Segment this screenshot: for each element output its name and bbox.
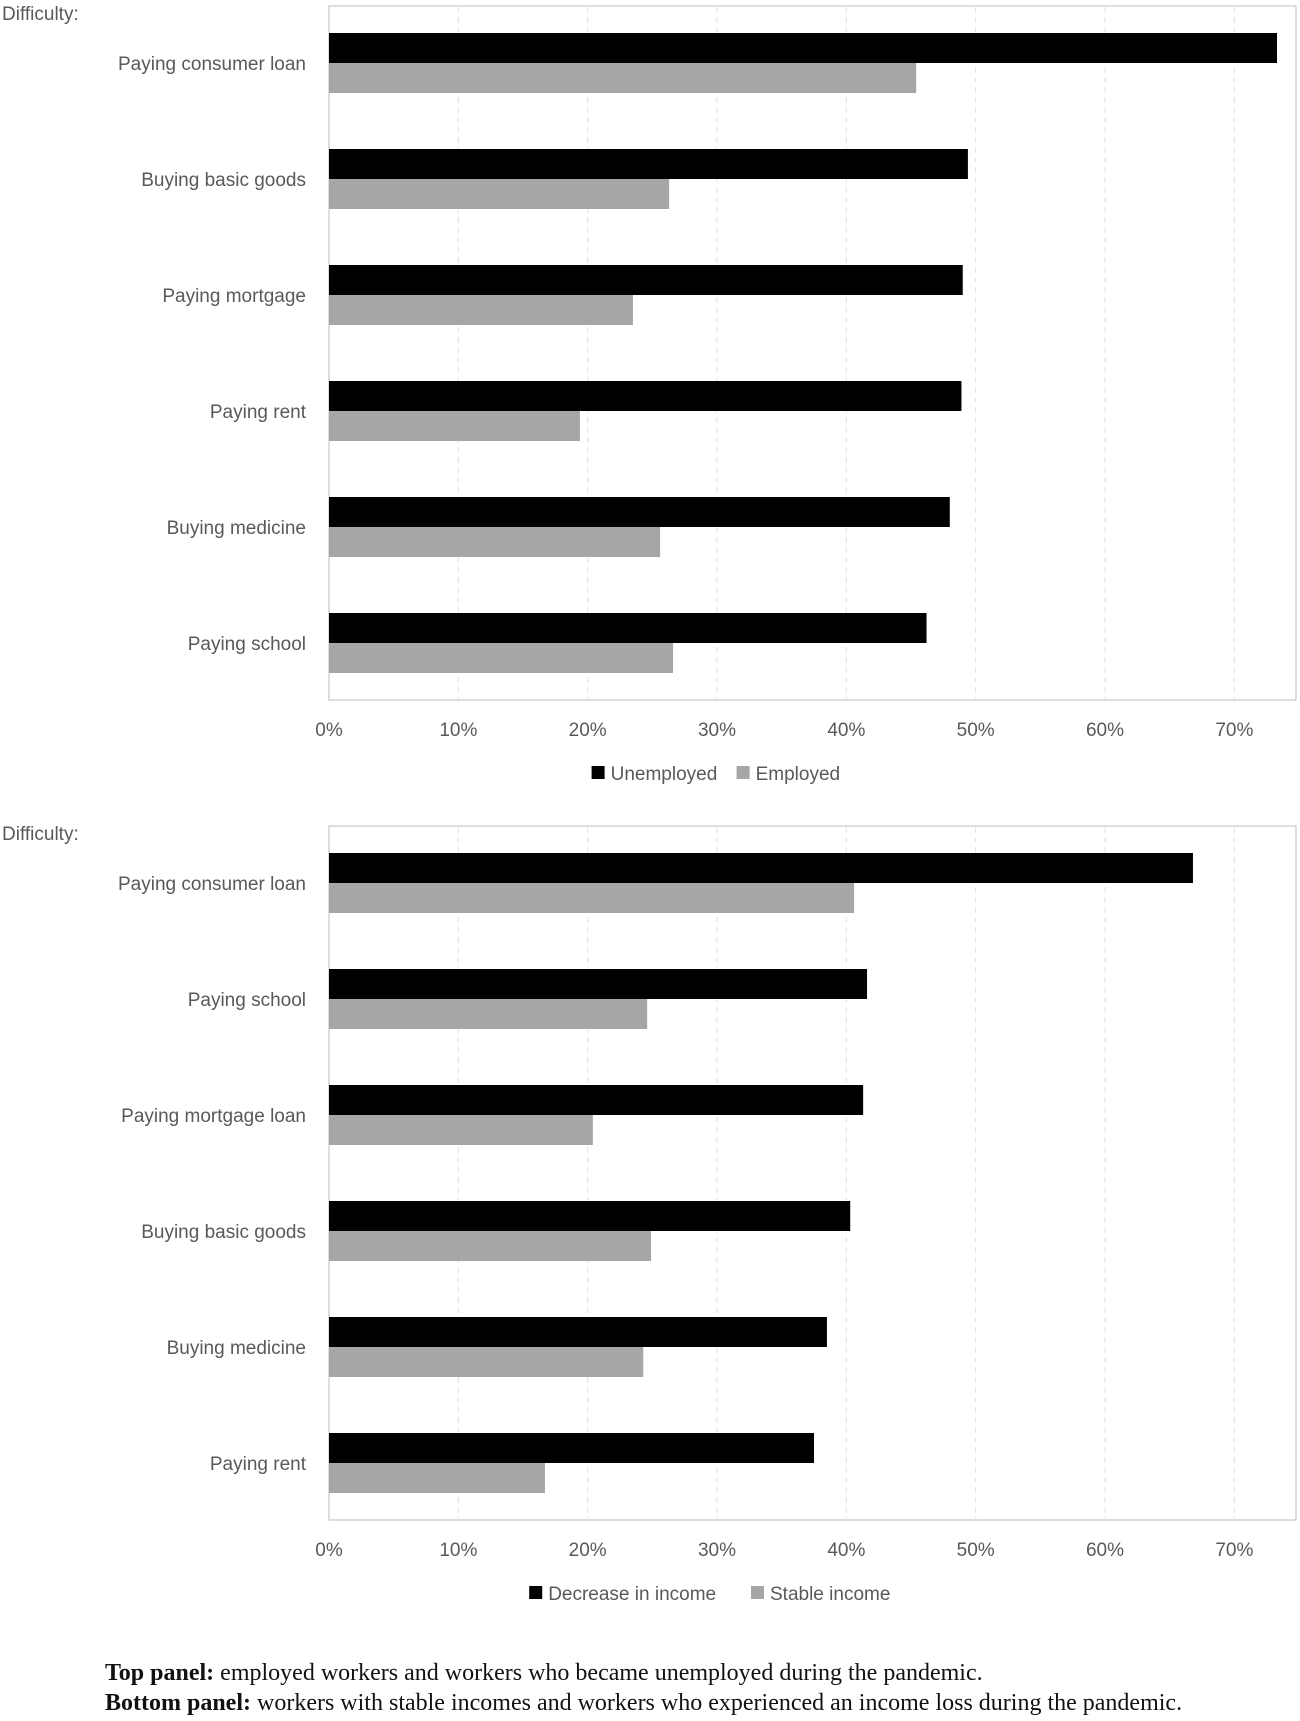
bar-employed-paying-school: [329, 643, 674, 673]
category-label-buying-basic-goods: Buying basic goods: [141, 170, 306, 191]
plot-area: [328, 5, 1297, 701]
caption-top-label: Top panel:: [105, 1660, 215, 1686]
bar-stable-income-paying-consumer-loan: [329, 883, 855, 913]
bar-employed-paying-mortgage: [329, 295, 633, 325]
bar-stable-income-paying-mortgage-loan: [329, 1115, 593, 1145]
bar-unemployed-buying-medicine: [329, 497, 950, 527]
chart-top-panel: Difficulty: Paying consumer loan Buying ba…: [2, 4, 1297, 785]
category-label-paying-rent: Paying rent: [210, 402, 307, 423]
bar-employed-paying-consumer-loan: [329, 63, 917, 93]
x-tick-label: 0%: [315, 1540, 343, 1561]
x-tick-label: 50%: [957, 1540, 995, 1561]
legend: Decrease in income Stable income: [529, 1584, 890, 1605]
legend-label-stable-income: Stable income: [770, 1584, 890, 1605]
legend-swatch-unemployed: [591, 766, 605, 779]
bar-employed-buying-basic-goods: [329, 179, 670, 209]
bar-stable-income-buying-medicine: [329, 1347, 644, 1377]
bar-unemployed-paying-school: [329, 613, 927, 643]
legend-swatch-decrease-in-income: [529, 1586, 543, 1599]
legend-label-employed: Employed: [756, 764, 841, 785]
legend: Unemployed Employed: [591, 764, 841, 785]
legend-swatch-employed: [736, 766, 750, 779]
plot-area: [328, 825, 1297, 1521]
x-tick-label: 10%: [439, 1540, 477, 1561]
legend-swatch-stable-income: [751, 1586, 764, 1599]
category-label-paying-consumer-loan: Paying consumer loan: [118, 874, 306, 895]
category-label-buying-medicine: Buying medicine: [167, 1338, 306, 1359]
bar-employed-buying-medicine: [329, 527, 661, 557]
bar-decrease-in-income-paying-rent: [329, 1433, 814, 1463]
x-tick-label: 70%: [1215, 720, 1253, 741]
x-tick-label: 30%: [698, 720, 736, 741]
bar-decrease-in-income-buying-basic-goods: [329, 1201, 851, 1231]
chart-bottom-panel: Difficulty: Paying consumer loan Paying sc…: [2, 824, 1297, 1605]
category-label-paying-mortgage-loan: Paying mortgage loan: [121, 1106, 306, 1127]
category-label-paying-mortgage: Paying mortgage: [162, 286, 306, 307]
bar-stable-income-buying-basic-goods: [329, 1231, 652, 1261]
x-tick-label: 50%: [957, 720, 995, 741]
bar-unemployed-buying-basic-goods: [329, 149, 968, 179]
bar-stable-income-paying-school: [329, 999, 648, 1029]
category-label-paying-school: Paying school: [188, 634, 306, 655]
x-tick-label: 60%: [1086, 720, 1124, 741]
caption-line-top: Top panel: employed workers and workers …: [105, 1658, 1295, 1688]
category-label-paying-consumer-loan: Paying consumer loan: [118, 54, 306, 75]
bar-unemployed-paying-mortgage: [329, 265, 963, 295]
legend-label-unemployed: Unemployed: [611, 764, 718, 785]
x-tick-label: 40%: [827, 720, 865, 741]
category-axis-title: Difficulty:: [2, 824, 79, 845]
category-label-paying-school: Paying school: [188, 990, 306, 1011]
bar-unemployed-paying-rent: [329, 381, 962, 411]
x-tick-label: 30%: [698, 1540, 736, 1561]
bar-unemployed-paying-consumer-loan: [329, 33, 1278, 63]
category-label-paying-rent: Paying rent: [210, 1454, 307, 1475]
x-tick-label: 40%: [827, 1540, 865, 1561]
x-tick-label: 20%: [569, 720, 607, 741]
bar-decrease-in-income-paying-mortgage-loan: [329, 1085, 864, 1115]
bar-decrease-in-income-buying-medicine: [329, 1317, 827, 1347]
bar-decrease-in-income-paying-school: [329, 969, 868, 999]
category-label-buying-basic-goods: Buying basic goods: [141, 1222, 306, 1243]
x-tick-label: 10%: [439, 720, 477, 741]
x-tick-label: 60%: [1086, 1540, 1124, 1561]
figure-caption: Top panel: employed workers and workers …: [105, 1658, 1295, 1718]
x-tick-label: 20%: [569, 1540, 607, 1561]
x-tick-label: 0%: [315, 720, 343, 741]
bar-decrease-in-income-paying-consumer-loan: [329, 853, 1193, 883]
bar-employed-paying-rent: [329, 411, 580, 441]
caption-line-bottom: Bottom panel: workers with stable income…: [105, 1688, 1295, 1718]
category-axis-title: Difficulty:: [2, 4, 79, 25]
caption-top-text: employed workers and workers who became …: [214, 1660, 983, 1686]
legend-label-decrease-in-income: Decrease in income: [548, 1584, 716, 1605]
bar-stable-income-paying-rent: [329, 1463, 545, 1493]
x-tick-label: 70%: [1215, 1540, 1253, 1561]
caption-bottom-text: workers with stable incomes and workers …: [251, 1690, 1183, 1716]
category-label-buying-medicine: Buying medicine: [167, 518, 306, 539]
caption-bottom-label: Bottom panel:: [105, 1690, 251, 1716]
